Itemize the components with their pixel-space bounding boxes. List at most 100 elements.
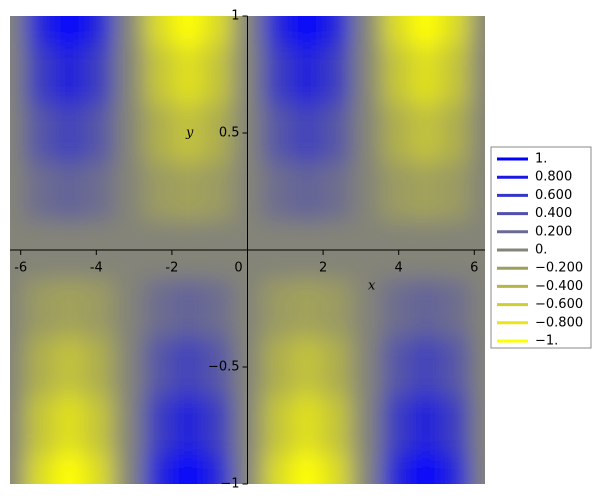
legend-label: 0.600 xyxy=(535,188,572,203)
density-cell xyxy=(143,103,174,163)
density-cell xyxy=(470,454,485,484)
density-cell xyxy=(351,162,382,222)
density-cell xyxy=(292,162,323,222)
y-tick-label: 0.5 xyxy=(219,126,240,141)
density-cell xyxy=(410,279,441,339)
density-cell xyxy=(113,337,145,397)
density-cell xyxy=(410,162,441,222)
density-cell xyxy=(54,103,85,163)
density-cell xyxy=(84,337,115,397)
density-cell xyxy=(84,396,115,456)
legend: 1. 0.800 0.600 0.400 0.200 0. −0.200 −0.400 −0.6… xyxy=(497,152,583,349)
density-cell xyxy=(351,337,382,397)
y-axis-label: y xyxy=(185,126,194,141)
density-cell xyxy=(54,337,85,397)
density-cell xyxy=(292,16,323,46)
density-cell xyxy=(351,279,382,339)
density-cell xyxy=(410,45,441,105)
density-cell xyxy=(113,45,145,105)
density-cell xyxy=(381,396,412,456)
density-cell xyxy=(84,162,115,222)
density-cell xyxy=(381,16,412,46)
density-cell xyxy=(381,454,412,484)
density-cell xyxy=(440,454,471,484)
density-cell xyxy=(262,162,293,222)
density-cell xyxy=(351,103,382,163)
density-cell xyxy=(440,162,471,222)
density-cell xyxy=(143,162,174,222)
density-cell xyxy=(321,16,352,46)
x-tick-label: 4 xyxy=(395,261,403,276)
density-cell xyxy=(10,162,26,222)
density-cell xyxy=(10,45,26,105)
density-cell xyxy=(143,279,174,339)
density-cell xyxy=(262,279,293,339)
density-cell xyxy=(24,103,56,163)
x-tick-label: -4 xyxy=(90,261,103,276)
y-tick-label: −0.5 xyxy=(208,360,240,375)
density-cell xyxy=(24,454,56,484)
density-cell xyxy=(262,454,293,484)
density-cell xyxy=(321,396,352,456)
density-cell xyxy=(84,45,115,105)
axes: -6 -4 -2 0 2 4 6 1 0.5 −0.5 −1 x y xyxy=(10,9,485,492)
y-tick-label: −1 xyxy=(220,477,239,492)
density-cell xyxy=(381,45,412,105)
density-cell xyxy=(24,279,56,339)
density-cell xyxy=(143,337,174,397)
legend-label: −0.200 xyxy=(535,261,583,276)
x-tick-label: -2 xyxy=(165,261,178,276)
density-cell xyxy=(292,45,323,105)
density-cell xyxy=(113,396,145,456)
density-cell xyxy=(292,396,323,456)
density-cell xyxy=(173,16,204,46)
density-cell xyxy=(351,16,382,46)
density-cell xyxy=(410,16,441,46)
density-cell xyxy=(24,337,56,397)
density-cell xyxy=(113,279,145,339)
density-cell xyxy=(173,454,204,484)
legend-box xyxy=(490,146,592,349)
density-cell xyxy=(410,337,441,397)
density-cell xyxy=(24,45,56,105)
density-cell xyxy=(10,279,26,339)
legend-label: 0. xyxy=(535,243,547,258)
density-cell xyxy=(24,16,56,46)
density-cell xyxy=(143,16,174,46)
density-cell xyxy=(113,454,145,484)
density-cell xyxy=(24,396,56,456)
density-cell xyxy=(202,162,234,222)
density-cell xyxy=(470,45,485,105)
density-cell xyxy=(202,396,234,456)
density-cell xyxy=(10,396,26,456)
density-cell xyxy=(470,16,485,46)
density-cell xyxy=(143,454,174,484)
density-cell xyxy=(262,103,293,163)
legend-label: −0.600 xyxy=(535,297,583,312)
density-cell xyxy=(440,16,471,46)
density-cell xyxy=(440,279,471,339)
density-cell xyxy=(440,103,471,163)
density-cell xyxy=(10,337,26,397)
density-cell xyxy=(262,396,293,456)
density-cell xyxy=(24,162,56,222)
density-cell xyxy=(440,337,471,397)
density-cell xyxy=(202,279,234,339)
density-cell xyxy=(381,279,412,339)
density-cell xyxy=(54,396,85,456)
density-cell xyxy=(321,162,352,222)
density-cell xyxy=(410,396,441,456)
density-cell xyxy=(321,337,352,397)
y-tick-label: 1 xyxy=(231,9,239,24)
density-cell xyxy=(410,454,441,484)
density-cell xyxy=(202,45,234,105)
density-cell xyxy=(54,162,85,222)
density-cell xyxy=(84,16,115,46)
density-cell xyxy=(84,454,115,484)
density-cell xyxy=(202,16,234,46)
density-cell xyxy=(292,103,323,163)
legend-label: 0.200 xyxy=(535,224,572,239)
density-cell xyxy=(113,162,145,222)
density-cell xyxy=(173,162,204,222)
density-cell xyxy=(321,454,352,484)
